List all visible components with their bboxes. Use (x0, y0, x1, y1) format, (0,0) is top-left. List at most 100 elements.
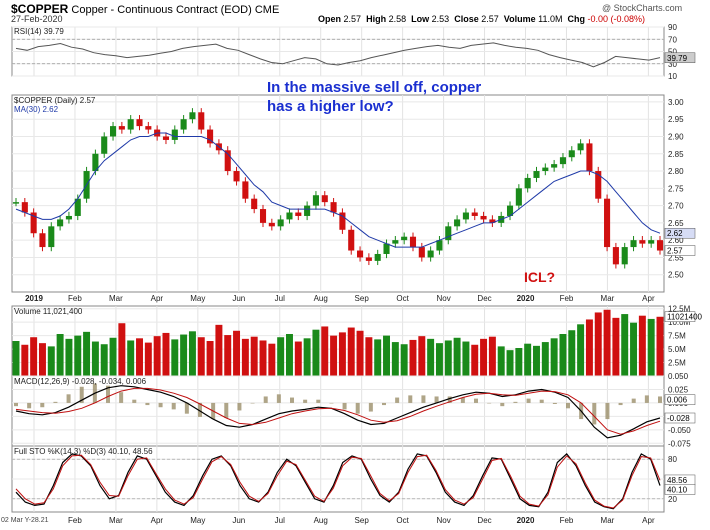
volume-bar (180, 334, 188, 376)
volume-bar (533, 345, 540, 376)
macd-histogram-bar (474, 398, 478, 403)
y-tick-label: 20 (668, 495, 677, 504)
x-tick-label-bottom: Dec (477, 516, 491, 525)
price-candle (604, 198, 611, 248)
macd-histogram-bar (500, 402, 505, 407)
x-tick-label-bottom: Jul (275, 516, 285, 525)
volume-bar (197, 337, 205, 376)
price-candle (427, 250, 434, 258)
volume-bar (383, 335, 391, 376)
macd-histogram-bar (329, 402, 334, 404)
price-candle (533, 171, 540, 178)
x-tick-label: Jun (232, 294, 245, 303)
x-tick-label-bottom: Oct (396, 516, 409, 525)
sto-k-line (15, 453, 661, 510)
volume-bar (215, 324, 223, 376)
volume-bar (285, 334, 293, 376)
y-tick-label: 50 (668, 48, 677, 57)
volume-bar (462, 341, 470, 376)
price-candle (339, 212, 346, 230)
price-candle (304, 205, 311, 216)
sto-d-line (15, 454, 661, 509)
volume-bar (144, 342, 152, 376)
volume-bar (338, 332, 346, 376)
macd-histogram-bar (605, 402, 610, 420)
price-candle (180, 119, 187, 130)
price-candle (171, 129, 178, 140)
close-value-tag: 2.57 (667, 247, 683, 256)
x-tick-label: Aug (314, 294, 328, 303)
volume-bar (559, 334, 567, 376)
macd-histogram-bar (592, 402, 597, 425)
x-tick-label: Jul (275, 294, 285, 303)
y-tick-label: 70 (668, 35, 677, 44)
x-tick-label-bottom: Feb (560, 516, 574, 525)
macd-histogram-bar (14, 402, 18, 407)
y-tick-label: 12.5M (668, 305, 691, 314)
x-tick-label: Mar (109, 294, 123, 303)
y-tick-label: 30 (668, 60, 677, 69)
price-candle (145, 126, 152, 130)
price-candle (595, 171, 602, 199)
y-tick-label: 90 (668, 23, 677, 32)
price-candle (207, 129, 214, 144)
close-value-tag-box (664, 245, 696, 256)
macd-histogram-bar (368, 402, 373, 412)
volume-bar (577, 324, 585, 376)
price-candle (577, 143, 584, 151)
x-tick-label: Feb (560, 294, 574, 303)
macd-histogram-bar (460, 397, 465, 403)
y-tick-label: 10.0M (668, 318, 691, 327)
icl-annotation: ICL? (524, 269, 556, 285)
macd-histogram-bar (618, 402, 623, 406)
price-candle (506, 205, 514, 216)
volume-bar (12, 341, 20, 376)
macd-signal-line (15, 387, 661, 435)
volume-bar (603, 309, 611, 376)
price-candle (471, 212, 478, 216)
price-candle (127, 119, 134, 130)
x-tick-label-bottom: Sep (355, 516, 370, 525)
price-candle (648, 240, 655, 244)
volume-bar (206, 341, 214, 376)
price-candle (489, 219, 496, 223)
volume-bar (171, 339, 179, 376)
volume-bar (480, 338, 488, 376)
volume-bar (356, 330, 364, 376)
x-tick-label-bottom: 2020 (517, 516, 535, 525)
y-tick-label: 3.00 (668, 98, 684, 107)
price-candle (268, 222, 275, 227)
volume-value-tag-box (664, 311, 696, 322)
price-candle (12, 202, 20, 204)
price-candle (198, 112, 205, 130)
volume-bar (224, 335, 232, 376)
price-candle (118, 126, 125, 130)
macd-label: MACD(12,26,9) -0.028, -0.034, 0.006 (14, 377, 147, 386)
rsi-value-tag-box (664, 52, 696, 64)
volume-bar (427, 338, 435, 376)
y-tick-label: 0.025 (668, 385, 689, 394)
volume-bar (550, 338, 558, 376)
volume-bar (65, 338, 73, 376)
x-tick-label: Sep (355, 294, 370, 303)
x-tick-label: Apr (151, 294, 164, 303)
macd-histogram-bar (250, 402, 255, 404)
price-candle (224, 150, 231, 172)
annotation-line-2: has a higher low? (267, 98, 394, 115)
macd-histogram-bar (106, 385, 110, 403)
price-candle (401, 236, 408, 241)
volume-bar (621, 314, 629, 376)
volume-bar (471, 344, 479, 376)
price-candle (330, 202, 337, 213)
volume-bar (56, 334, 64, 376)
contract-name: Copper - Continuous Contract (EOD) (71, 4, 252, 16)
price-candle (568, 150, 575, 158)
volume-bar (418, 336, 426, 376)
price-candle (639, 240, 646, 244)
x-tick-label-bottom: Mar (109, 516, 123, 525)
x-tick-label-bottom: May (190, 516, 205, 525)
footer-text: 02 Mar Y-28.21 (1, 517, 49, 524)
price-candle (233, 171, 240, 182)
macd-histogram-bar (513, 401, 518, 403)
volume-bar (409, 339, 417, 376)
